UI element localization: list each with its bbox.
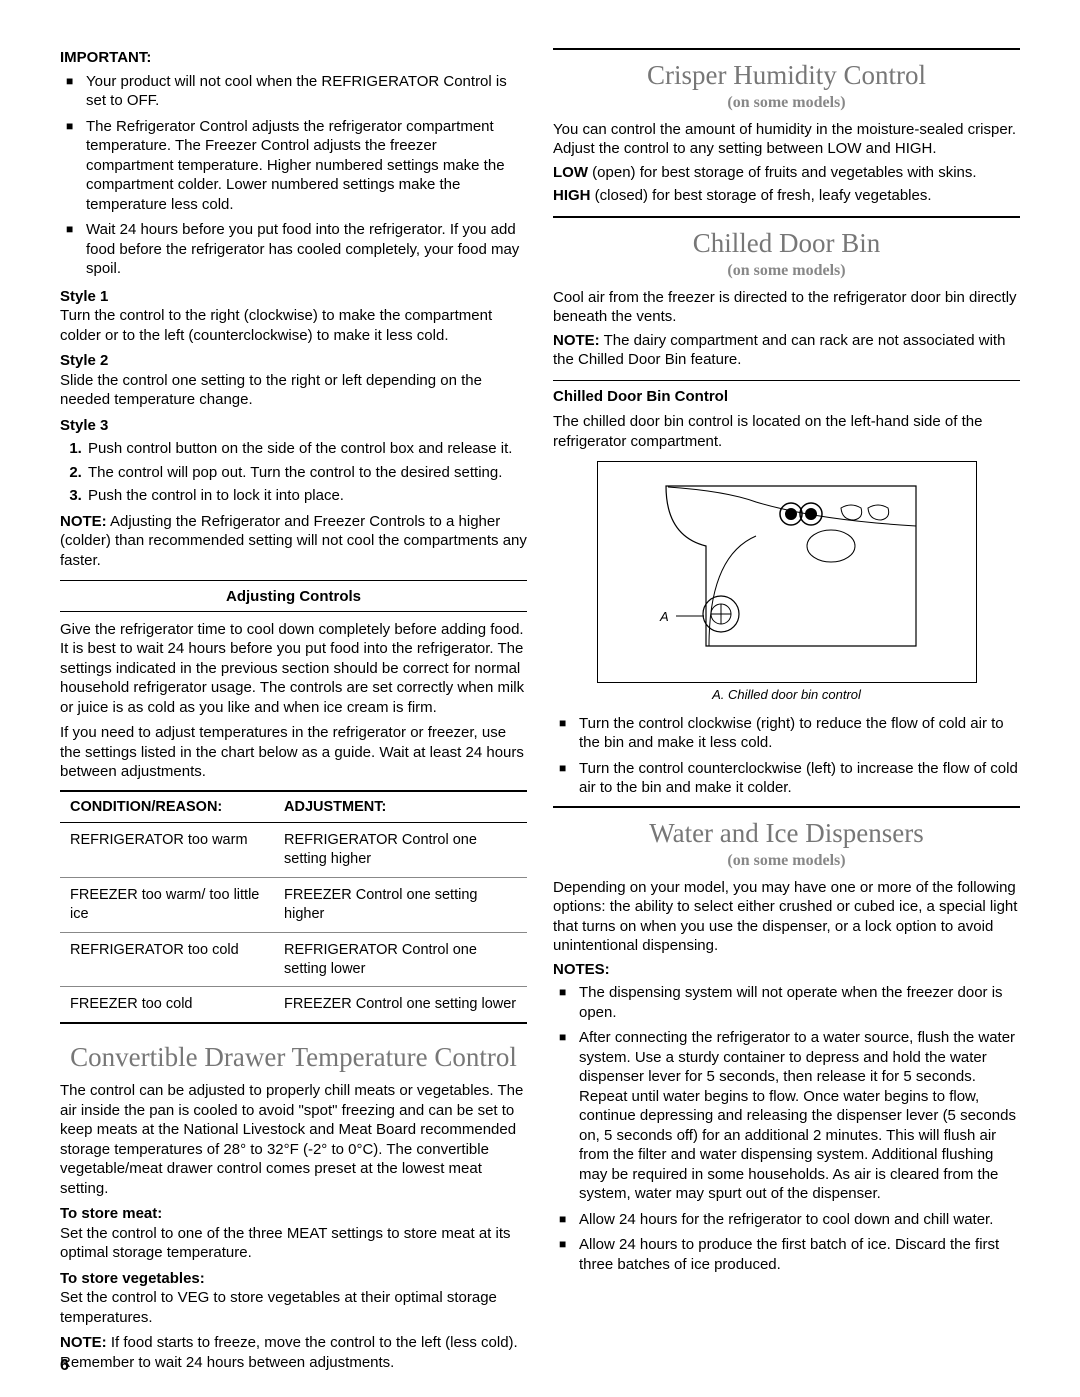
water-section: Water and Ice Dispensers (on some models… xyxy=(553,806,1020,1274)
water-title: Water and Ice Dispensers xyxy=(553,816,1020,851)
low-label: LOW xyxy=(553,164,588,181)
style1-text: Turn the control to the right (clockwise… xyxy=(60,306,527,345)
meat-heading: To store meat: xyxy=(60,1204,527,1224)
adjusting-p2: If you need to adjust temperatures in th… xyxy=(60,723,527,782)
table-row: FREEZER too cold FREEZER Control one set… xyxy=(60,987,527,1023)
high-text: (closed) for best storage of fresh, leaf… xyxy=(591,187,932,204)
crisper-title: Crisper Humidity Control xyxy=(553,58,1020,93)
note-text: Adjusting the Refrigerator and Freezer C… xyxy=(60,513,527,569)
low-text: (open) for best storage of fruits and ve… xyxy=(588,164,977,181)
chilled-text: Cool air from the freezer is directed to… xyxy=(553,288,1020,327)
th-condition: CONDITION/REASON: xyxy=(60,791,274,823)
td-cond: FREEZER too cold xyxy=(60,987,274,1023)
style-note: NOTE: Adjusting the Refrigerator and Fre… xyxy=(60,512,527,571)
chilled-note: NOTE: The dairy compartment and can rack… xyxy=(553,331,1020,370)
note-label: NOTE: xyxy=(60,513,107,530)
high-line: HIGH (closed) for best storage of fresh,… xyxy=(553,186,1020,206)
important-list: Your product will not cool when the REFR… xyxy=(60,72,527,279)
td-cond: REFRIGERATOR too cold xyxy=(60,932,274,987)
svg-text:A: A xyxy=(659,609,669,624)
list-item: Allow 24 hours for the refrigerator to c… xyxy=(553,1210,1020,1230)
adjustment-table: CONDITION/REASON: ADJUSTMENT: REFRIGERAT… xyxy=(60,790,527,1025)
veg-heading: To store vegetables: xyxy=(60,1269,527,1289)
convertible-note: NOTE: If food starts to freeze, move the… xyxy=(60,1333,527,1372)
right-column: Crisper Humidity Control (on some models… xyxy=(553,48,1020,1376)
style3-list: Push control button on the side of the c… xyxy=(60,439,527,506)
convertible-title: Convertible Drawer Temperature Control xyxy=(60,1040,527,1075)
list-item: Allow 24 hours to produce the first batc… xyxy=(553,1235,1020,1274)
crisper-subtitle: (on some models) xyxy=(553,93,1020,114)
style2-heading: Style 2 xyxy=(60,351,527,371)
td-cond: REFRIGERATOR too warm xyxy=(60,823,274,878)
list-item: Your product will not cool when the REFR… xyxy=(60,72,527,111)
convertible-text: The control can be adjusted to properly … xyxy=(60,1081,527,1198)
list-item: The dispensing system will not operate w… xyxy=(553,983,1020,1022)
figure-box: A xyxy=(597,461,977,683)
table-row: REFRIGERATOR too cold REFRIGERATOR Contr… xyxy=(60,932,527,987)
style2-text: Slide the control one setting to the rig… xyxy=(60,371,527,410)
style1-heading: Style 1 xyxy=(60,287,527,307)
list-item: Turn the control clockwise (right) to re… xyxy=(553,714,1020,753)
td-adj: FREEZER Control one setting higher xyxy=(274,878,527,933)
note-label: NOTE: xyxy=(60,1334,107,1351)
chilled-control-heading: Chilled Door Bin Control xyxy=(553,380,1020,411)
note-text: If food starts to freeze, move the contr… xyxy=(60,1334,518,1371)
td-cond: FREEZER too warm/ too little ice xyxy=(60,878,274,933)
chilled-subtitle: (on some models) xyxy=(553,261,1020,282)
table-row: FREEZER too warm/ too little ice FREEZER… xyxy=(60,878,527,933)
note-text: The dairy compartment and can rack are n… xyxy=(553,332,1005,369)
crisper-section: Crisper Humidity Control (on some models… xyxy=(553,48,1020,206)
td-adj: REFRIGERATOR Control one setting higher xyxy=(274,823,527,878)
chilled-control-text: The chilled door bin control is located … xyxy=(553,412,1020,451)
td-adj: REFRIGERATOR Control one setting lower xyxy=(274,932,527,987)
figure-caption: A. Chilled door bin control xyxy=(553,687,1020,704)
chilled-figure-icon: A xyxy=(616,476,956,666)
list-item: Push the control in to lock it into plac… xyxy=(86,486,527,506)
chilled-title: Chilled Door Bin xyxy=(553,226,1020,261)
veg-text: Set the control to VEG to store vegetabl… xyxy=(60,1288,527,1327)
high-label: HIGH xyxy=(553,187,591,204)
crisper-text: You can control the amount of humidity i… xyxy=(553,120,1020,159)
water-bullets: The dispensing system will not operate w… xyxy=(553,983,1020,1274)
th-adjustment: ADJUSTMENT: xyxy=(274,791,527,823)
low-line: LOW (open) for best storage of fruits an… xyxy=(553,163,1020,183)
table-row: REFRIGERATOR too warm REFRIGERATOR Contr… xyxy=(60,823,527,878)
notes-heading: NOTES: xyxy=(553,960,1020,980)
adjusting-p1: Give the refrigerator time to cool down … xyxy=(60,620,527,718)
left-column: IMPORTANT: Your product will not cool wh… xyxy=(60,48,527,1376)
list-item: Push control button on the side of the c… xyxy=(86,439,527,459)
chilled-bullets: Turn the control clockwise (right) to re… xyxy=(553,714,1020,798)
water-subtitle: (on some models) xyxy=(553,851,1020,872)
style3-heading: Style 3 xyxy=(60,416,527,436)
note-label: NOTE: xyxy=(553,332,600,349)
chilled-section: Chilled Door Bin (on some models) Cool a… xyxy=(553,216,1020,798)
meat-text: Set the control to one of the three MEAT… xyxy=(60,1224,527,1263)
page-number: 6 xyxy=(60,1356,69,1377)
list-item: After connecting the refrigerator to a w… xyxy=(553,1028,1020,1204)
list-item: The control will pop out. Turn the contr… xyxy=(86,463,527,483)
water-text: Depending on your model, you may have on… xyxy=(553,878,1020,956)
table-header-row: CONDITION/REASON: ADJUSTMENT: xyxy=(60,791,527,823)
important-heading: IMPORTANT: xyxy=(60,48,527,68)
list-item: Turn the control counterclockwise (left)… xyxy=(553,759,1020,798)
td-adj: FREEZER Control one setting lower xyxy=(274,987,527,1023)
adjusting-heading: Adjusting Controls xyxy=(60,580,527,612)
list-item: The Refrigerator Control adjusts the ref… xyxy=(60,117,527,215)
list-item: Wait 24 hours before you put food into t… xyxy=(60,220,527,279)
